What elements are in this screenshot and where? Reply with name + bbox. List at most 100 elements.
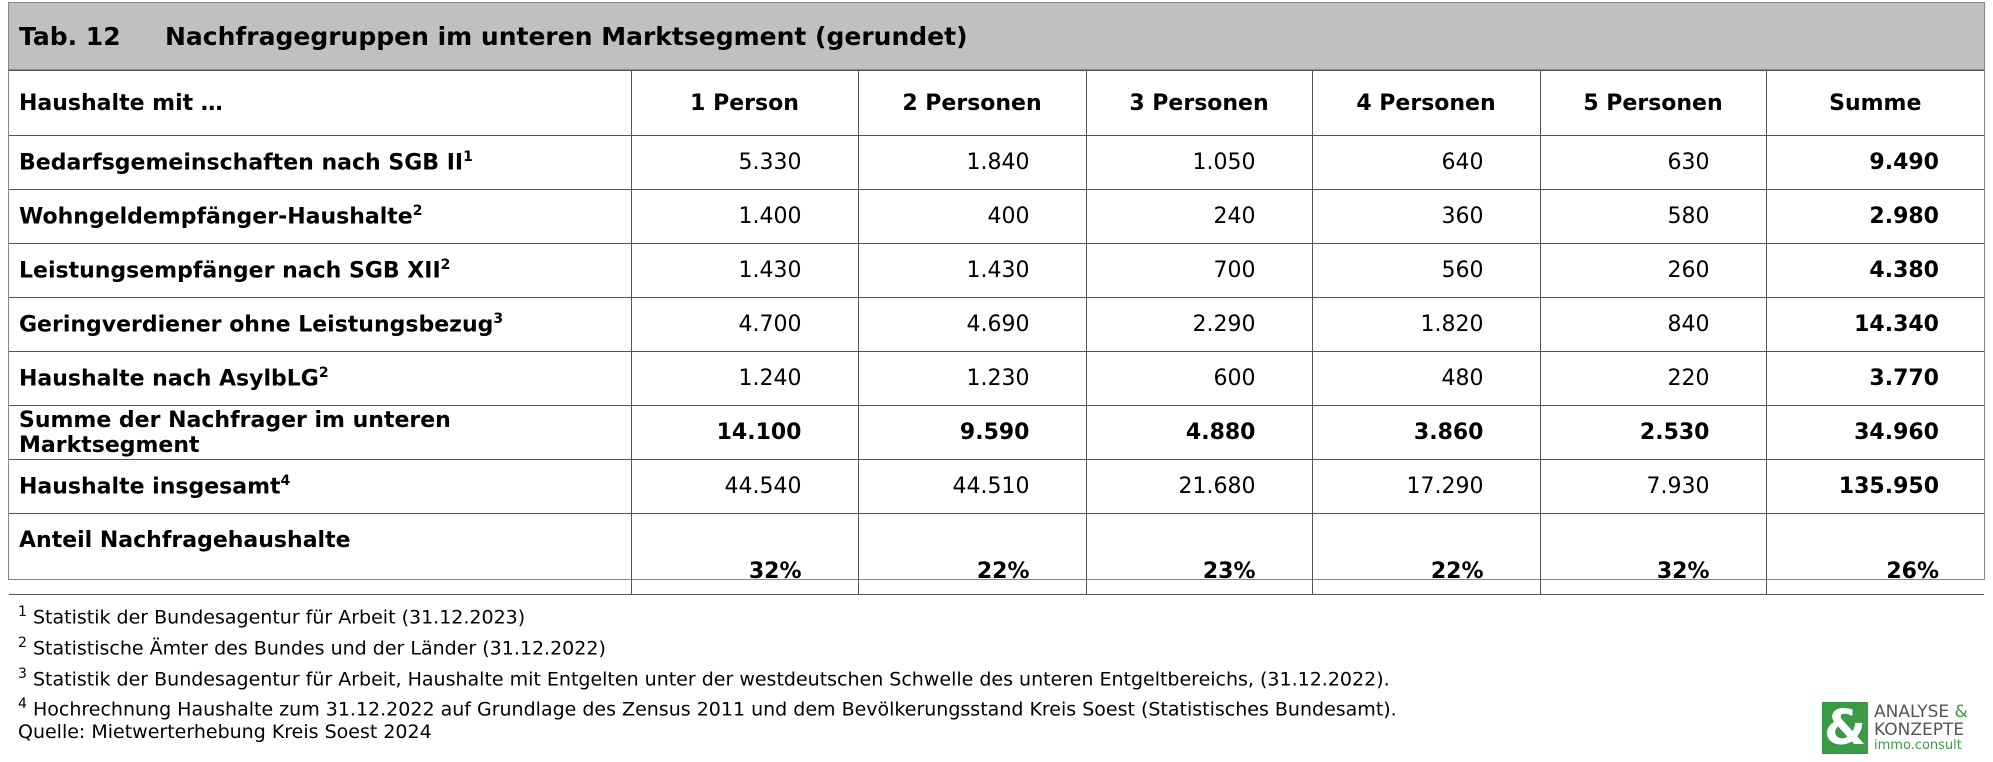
table-row: Summe der Nachfrager im unteren Marktseg… [9, 405, 1984, 460]
footnote-text: Statistik der Bundesagentur für Arbeit, … [32, 667, 1390, 690]
cell: 840 [1539, 297, 1767, 352]
row-label-text: Haushalte insgesamt [19, 474, 281, 500]
cell: 3.860 [1311, 405, 1541, 460]
footnote: 3 Statistik der Bundesagentur für Arbeit… [18, 662, 1397, 693]
row-label-text: Haushalte nach AsylbLG [19, 366, 319, 392]
table-row: Haushalte nach AsylbLG2 1.240 1.230 600 480 2… [9, 351, 1984, 406]
footnote-ref: 2 [318, 365, 329, 382]
cell: 1.840 [857, 135, 1087, 190]
footnote-number: 1 [18, 604, 27, 620]
table-row: Wohngeldempfänger-Haushalte2 1.400 400 240 3… [9, 189, 1984, 244]
table-row: Bedarfsgemeinschaften nach SGB II1 5.330 1… [9, 135, 1984, 190]
cell: 44.540 [630, 459, 859, 514]
row-label: Wohngeldempfänger-Haushalte2 [9, 189, 632, 244]
footnote: 2 Statistische Ämter des Bundes und der … [18, 631, 1397, 662]
cell: 4.690 [857, 297, 1087, 352]
header-cell: Haushalte mit … [9, 70, 632, 136]
cell: 1.430 [857, 243, 1087, 298]
cell: 4.380 [1765, 243, 1984, 298]
footnote-ref: 1 [463, 149, 473, 166]
cell: 34.960 [1765, 405, 1984, 460]
footnote: 1 Statistik der Bundesagentur für Arbeit… [18, 600, 1397, 631]
footnote-text: Statistische Ämter des Bundes und der Lä… [32, 637, 606, 660]
cell: 135.950 [1765, 459, 1984, 514]
row-label: Leistungsempfänger nach SGB XII2 [9, 243, 632, 298]
cell: 1.230 [857, 351, 1087, 406]
table-row: Haushalte insgesamt4 44.540 44.510 21.680 17… [9, 459, 1984, 514]
table-frame: Tab. 12 Nachfragegruppen im unteren Mark… [8, 2, 1985, 595]
cell: 1.050 [1085, 135, 1313, 190]
cell: 260 [1539, 243, 1767, 298]
cell: 5.330 [630, 135, 859, 190]
cell: 1.240 [630, 351, 859, 406]
footnote-ref: 4 [280, 473, 291, 490]
cell: 580 [1539, 189, 1767, 244]
cell: 700 [1085, 243, 1313, 298]
cell: 23% [1085, 513, 1313, 595]
cell: 9.490 [1765, 135, 1984, 190]
cell: 7.930 [1539, 459, 1767, 514]
row-label-text: Leistungsempfänger nach SGB XII [19, 258, 441, 284]
footnote-ref: 3 [493, 311, 504, 328]
logo-mark: & [1822, 700, 1868, 756]
cell: 32% [1539, 513, 1767, 595]
footnotes: 1 Statistik der Bundesagentur für Arbeit… [18, 600, 1397, 723]
row-label: Haushalte insgesamt4 [9, 459, 632, 514]
table-number: Tab. 12 [19, 21, 121, 51]
table-row: Anteil Nachfragehaushalte 32% 22% 23% 22% 32%… [9, 513, 1984, 595]
footnote-text: Statistik der Bundesagentur für Arbeit (… [32, 606, 526, 629]
table-body: Bedarfsgemeinschaften nach SGB II1 5.330 1… [9, 135, 1984, 595]
header-cell: Summe [1765, 70, 1984, 136]
row-label-text: Geringverdiener ohne Leistungsbezug [19, 312, 494, 338]
cell: 22% [1311, 513, 1541, 595]
cell: 3.770 [1765, 351, 1984, 406]
table-row: Leistungsempfänger nach SGB XII2 1.430 1.4… [9, 243, 1984, 298]
cell: 32% [630, 513, 859, 595]
row-label: Summe der Nachfrager im unteren Marktseg… [9, 405, 632, 460]
row-label-text: Bedarfsgemeinschaften nach SGB II [19, 150, 464, 176]
row-label-text: Summe der Nachfrager im unteren Marktseg… [19, 407, 451, 458]
cell: 560 [1311, 243, 1541, 298]
data-table: Haushalte mit … 1 Person 2 Personen 3 Perso… [9, 70, 1984, 595]
cell: 14.100 [630, 405, 859, 460]
row-label-text: Anteil Nachfragehaushalte [19, 528, 351, 553]
cell: 9.590 [857, 405, 1087, 460]
logo-line: KONZEPTE [1874, 720, 1965, 740]
cell: 14.340 [1765, 297, 1984, 352]
cell: 240 [1085, 189, 1313, 244]
footnote: 4 Hochrechnung Haushalte zum 31.12.2022 … [18, 692, 1397, 723]
row-label: Geringverdiener ohne Leistungsbezug3 [9, 297, 632, 352]
row-label-text: Wohngeldempfänger-Haushalte [19, 204, 413, 230]
cell: 17.290 [1311, 459, 1541, 514]
footnote-ref: 2 [440, 257, 451, 274]
cell: 44.510 [857, 459, 1087, 514]
footnote-number: 4 [18, 696, 27, 713]
logo-line: ANALYSE & [1874, 703, 1968, 721]
logo-amp: & [1954, 702, 1968, 722]
cell: 360 [1311, 189, 1541, 244]
header-cell: 2 Personen [857, 70, 1087, 136]
cell: 600 [1085, 351, 1313, 406]
header-cell: 3 Personen [1085, 70, 1313, 136]
cell: 21.680 [1085, 459, 1313, 514]
cell: 2.530 [1539, 405, 1767, 460]
cell: 26% [1765, 513, 1984, 595]
cell: 2.980 [1765, 189, 1984, 244]
footnote-number: 3 [18, 665, 27, 682]
table-row: Geringverdiener ohne Leistungsbezug3 4.70… [9, 297, 1984, 352]
header-cell: 5 Personen [1539, 70, 1767, 136]
cell: 220 [1539, 351, 1767, 406]
footnote-text: Hochrechnung Haushalte zum 31.12.2022 au… [32, 698, 1397, 721]
header-cell: 4 Personen [1311, 70, 1541, 136]
cell: 1.820 [1311, 297, 1541, 352]
cell: 22% [857, 513, 1087, 595]
row-label: Anteil Nachfragehaushalte [9, 513, 632, 595]
cell: 400 [857, 189, 1087, 244]
table-title: Nachfragegruppen im unteren Marktsegment… [165, 21, 968, 51]
logo-sub: immo.consult [1874, 738, 1962, 753]
logo: & ANALYSE & KONZEPTE immo.consult [1822, 700, 1968, 756]
row-label: Bedarfsgemeinschaften nach SGB II1 [9, 135, 632, 190]
logo-word: ANALYSE [1874, 702, 1950, 722]
cell: 640 [1311, 135, 1541, 190]
